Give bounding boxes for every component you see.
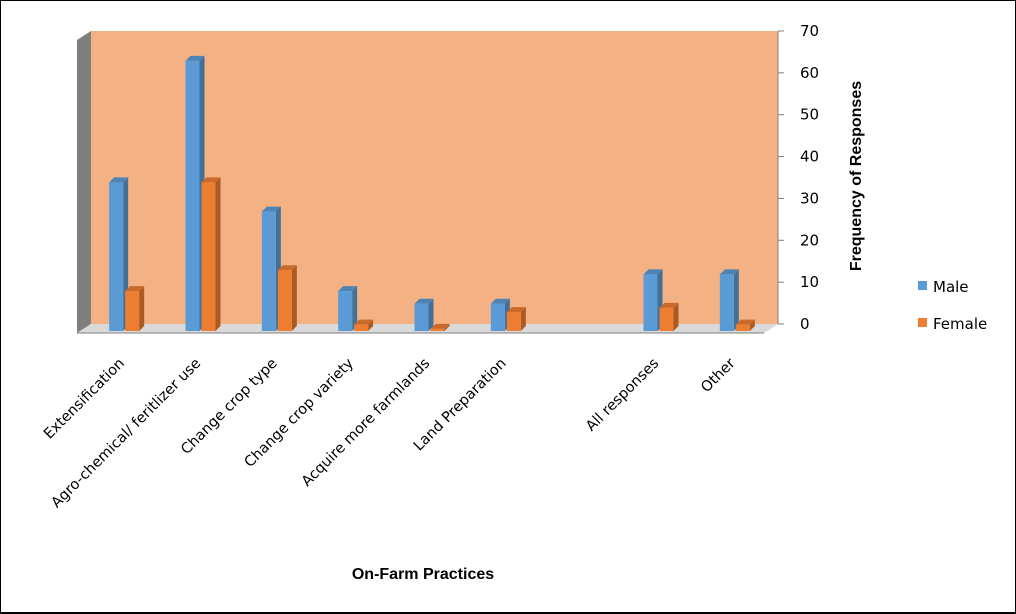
legend-swatch-female — [918, 318, 927, 327]
y-tick-label: 10 — [800, 273, 819, 291]
bar-female — [506, 307, 526, 331]
bar-female — [125, 286, 145, 331]
y-tick-label: 20 — [800, 231, 819, 249]
category-label: Acquire more farmlands — [299, 356, 433, 490]
bar-female — [277, 265, 297, 331]
bar-top — [490, 298, 510, 304]
bar-top — [719, 269, 739, 275]
bar-front — [125, 291, 140, 331]
bar-male — [719, 269, 739, 331]
bar-front — [261, 211, 276, 331]
bar-top — [185, 55, 205, 61]
bar-top — [277, 265, 297, 271]
bar-side — [444, 323, 450, 331]
y-tick-label: 40 — [800, 148, 819, 166]
plot-side-wall — [77, 31, 91, 333]
bar-top — [109, 177, 129, 183]
bar-front — [201, 182, 216, 331]
bar-male — [338, 286, 358, 331]
bar-female — [735, 319, 755, 331]
bar-front — [338, 291, 353, 331]
category-label: All responses — [583, 356, 662, 435]
bar-female — [201, 177, 221, 331]
bar-top — [125, 286, 145, 292]
bar-front — [659, 307, 674, 331]
plot-wall — [77, 31, 779, 334]
bar-side — [368, 319, 374, 331]
category-label: Agro-chemical/ feritlizer use — [49, 355, 205, 511]
category-label: Extensification — [41, 356, 128, 443]
y-axis-title: Frequency of Responses — [848, 81, 865, 271]
bar-top — [414, 298, 434, 304]
y-tick-label: 50 — [800, 106, 819, 124]
bar-side — [215, 177, 221, 331]
bar-front — [506, 312, 521, 331]
bar-top — [201, 177, 221, 183]
bar-front — [430, 328, 445, 331]
bar-front — [643, 274, 658, 331]
bar-top — [659, 302, 679, 308]
bar-male — [414, 298, 434, 331]
bar-front — [354, 324, 369, 331]
y-tick-label: 0 — [800, 315, 810, 333]
bar-side — [673, 302, 679, 331]
bar-female — [430, 323, 450, 331]
category-label: Other — [698, 355, 738, 395]
bar-top — [430, 323, 450, 329]
bar-side — [749, 319, 755, 331]
legend-swatch-male — [918, 281, 927, 290]
legend-label-male: Male — [933, 278, 969, 296]
bar-front — [277, 270, 292, 331]
bar-side — [291, 265, 297, 331]
bar-side — [352, 286, 358, 331]
bar-top — [735, 319, 755, 325]
bar-front — [185, 60, 200, 332]
bar-top — [354, 319, 374, 325]
bar-side — [428, 298, 434, 331]
bar-side — [733, 269, 739, 331]
bars-group — [109, 55, 755, 332]
legend: Male Female — [918, 278, 987, 333]
bar-male — [261, 206, 281, 331]
y-tick-label: 60 — [800, 64, 819, 82]
bar-side — [520, 307, 526, 331]
bar-front — [490, 303, 505, 331]
bar-front — [109, 182, 124, 331]
bar-front — [414, 303, 429, 331]
bar-female — [354, 319, 374, 331]
bar-top — [643, 269, 663, 275]
y-tick-labels: 0 10 20 30 40 50 60 70 — [778, 22, 819, 333]
bar-female — [659, 302, 679, 331]
bar-side — [139, 286, 145, 331]
bar-top — [261, 206, 281, 212]
bar-top — [506, 307, 526, 313]
bar-front — [719, 274, 734, 331]
y-tick-label: 30 — [800, 189, 819, 207]
legend-label-female: Female — [933, 315, 987, 333]
bar-top — [338, 286, 358, 292]
bar-front — [735, 324, 750, 331]
x-axis-title: On-Farm Practices — [352, 566, 494, 583]
y-tick-label: 70 — [800, 22, 819, 40]
